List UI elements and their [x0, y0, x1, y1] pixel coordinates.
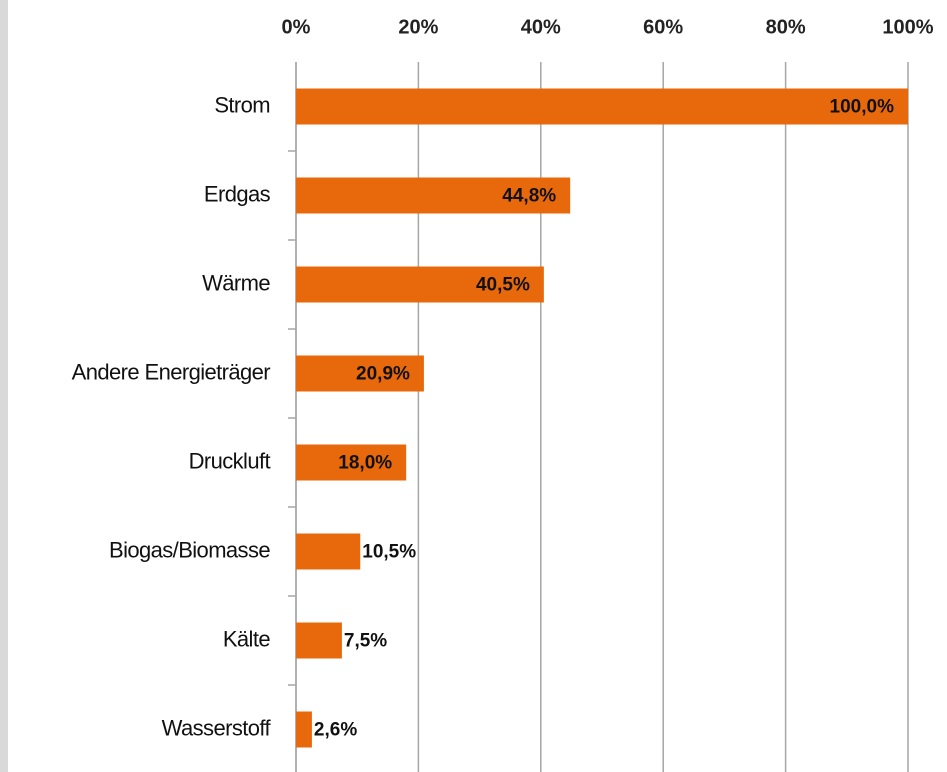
x-tick-label: 60% [643, 16, 683, 38]
x-tick-label: 80% [766, 16, 806, 38]
y-tick-label: Druckluft [189, 448, 271, 473]
bar [296, 177, 571, 214]
data-label: 2,6% [314, 720, 357, 741]
bar [296, 355, 424, 392]
left-border [0, 0, 8, 772]
bar [296, 88, 908, 125]
y-tick-label: Wärme [202, 270, 270, 295]
x-tick-label: 40% [521, 16, 561, 38]
bar [296, 266, 544, 303]
data-label: 20,9% [356, 364, 410, 385]
bar [296, 711, 312, 748]
data-label: 10,5% [362, 542, 416, 563]
y-tick-label: Erdgas [204, 181, 271, 206]
data-label: 40,5% [476, 275, 530, 296]
y-tick-label: Biogas/Biomasse [109, 537, 270, 562]
data-label: 44,8% [502, 186, 556, 207]
x-tick-label: 0% [282, 16, 311, 38]
y-tick-label: Strom [214, 92, 270, 117]
bar [296, 444, 407, 481]
data-label: 18,0% [338, 453, 392, 474]
y-tick-label: Andere Energieträger [72, 359, 271, 384]
bar [296, 622, 342, 659]
data-label: 7,5% [344, 631, 387, 652]
x-tick-label: 100% [882, 16, 933, 38]
y-tick-label: Kälte [223, 626, 271, 651]
bar [296, 533, 361, 570]
x-tick-label: 20% [398, 16, 438, 38]
y-tick-label: Wasserstoff [162, 715, 272, 740]
data-label: 100,0% [830, 97, 895, 118]
